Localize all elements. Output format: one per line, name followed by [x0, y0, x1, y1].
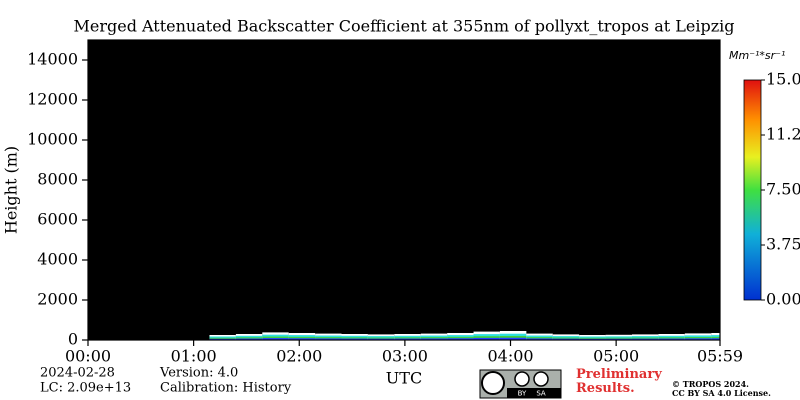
backscatter-cell [711, 338, 720, 340]
badge-by: BY [518, 390, 527, 398]
x-axis-label: UTC [386, 369, 422, 388]
y-axis-label: Height (m) [2, 146, 21, 234]
x-tick-label: 05:59 [697, 347, 743, 366]
plot-frame [87, 39, 721, 341]
backscatter-cell [235, 338, 263, 340]
preliminary-box: Preliminary Results. [576, 368, 662, 396]
backscatter-cell [420, 338, 448, 340]
by-icon [514, 371, 530, 387]
footer-version: Version: 4.0 [159, 366, 238, 381]
colorbar-tick-label: 11.2 [766, 125, 800, 144]
backscatter-cell [605, 338, 632, 340]
footer-calibration: Calibration: History [160, 381, 292, 396]
badge-sa: SA [536, 390, 546, 398]
footer-lc: LC: 2.09e+13 [40, 381, 131, 396]
backscatter-cell [499, 337, 527, 340]
x-tick-label: 04:00 [487, 347, 533, 366]
colorbar-tick-label: 3.75 [766, 235, 800, 254]
backscatter-cell [526, 338, 553, 340]
y-tick-label: 6000 [37, 210, 78, 229]
backscatter-cell [552, 338, 580, 340]
backscatter-cell [341, 338, 368, 340]
colorbar-tick-label: 15.0 [766, 70, 800, 89]
backscatter-cell [631, 338, 659, 340]
backscatter-cell [473, 337, 500, 340]
y-tick-label: 8000 [37, 170, 78, 189]
x-tick-label: 02:00 [276, 347, 322, 366]
backscatter-cell [288, 338, 316, 340]
cc-icon [481, 371, 505, 395]
y-tick-label: 0 [68, 330, 78, 349]
backscatter-cell [315, 338, 342, 340]
chart-title: Merged Attenuated Backscatter Coefficien… [73, 17, 734, 36]
colorbar-tick-label: 7.50 [766, 180, 800, 199]
y-tick-label: 10000 [27, 130, 78, 149]
x-tick-label: 01:00 [171, 347, 217, 366]
backscatter-cell [367, 338, 395, 340]
cc-badge: BY SA [479, 369, 562, 399]
colorbar [743, 79, 762, 301]
colorbar-tick-label: 0.00 [766, 290, 800, 309]
y-tick-label: 14000 [27, 50, 78, 69]
x-tick-label: 03:00 [382, 347, 428, 366]
y-tick-label: 4000 [37, 250, 78, 269]
backscatter-cell [394, 338, 421, 340]
footer-date: 2024-02-28 [40, 366, 115, 381]
badge-strip [507, 388, 561, 398]
backscatter-cell [658, 338, 685, 340]
backscatter-cell [262, 338, 289, 340]
footer-copyright: © TROPOS 2024. [672, 379, 749, 389]
backscatter-cell [579, 338, 606, 340]
sa-icon [533, 371, 549, 387]
y-tick-label: 2000 [37, 290, 78, 309]
plot-background [88, 40, 720, 340]
backscatter-cell [209, 338, 236, 340]
colorbar-label: Mm⁻¹*sr⁻¹ [729, 49, 785, 62]
footer-license: CC BY SA 4.0 License. [672, 388, 771, 398]
backscatter-cell [447, 338, 474, 340]
y-tick-label: 12000 [27, 90, 78, 109]
backscatter-cell [684, 338, 712, 340]
x-tick-label: 05:00 [593, 347, 639, 366]
preliminary: Preliminary Results. [576, 368, 662, 396]
x-tick-label: 00:00 [65, 347, 111, 366]
